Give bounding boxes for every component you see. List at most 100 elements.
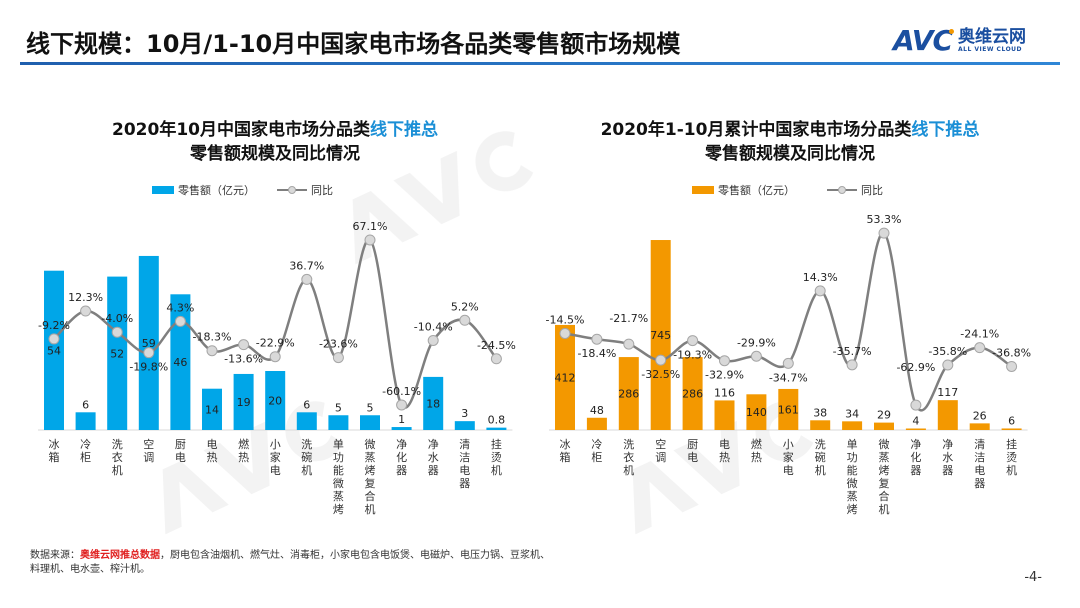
category-label: 单功能微蒸烤 bbox=[333, 438, 344, 516]
yoy-label: -62.9% bbox=[896, 361, 935, 374]
legend-bar-label: 零售额（亿元） bbox=[718, 184, 795, 197]
bar bbox=[586, 417, 607, 430]
bar-label: 5 bbox=[335, 401, 342, 414]
legend-line-label: 同比 bbox=[861, 184, 883, 197]
yoy-label: -35.8% bbox=[928, 345, 967, 358]
watermark-mark bbox=[162, 131, 814, 535]
bar-label: 4 bbox=[912, 415, 919, 428]
yoy-point bbox=[238, 339, 250, 351]
yoy-label: 53.3% bbox=[867, 213, 902, 226]
footnote-prefix: 数据来源： bbox=[30, 550, 80, 561]
bar-label: 140 bbox=[746, 406, 767, 419]
logo-cn: 奥维云网 bbox=[958, 27, 1026, 47]
bar bbox=[360, 415, 380, 430]
legend-bar-label: 零售额（亿元） bbox=[178, 184, 255, 197]
yoy-point bbox=[490, 353, 502, 365]
bar-label: 14 bbox=[205, 403, 219, 416]
logo-dot bbox=[949, 29, 954, 34]
bar bbox=[454, 421, 475, 430]
avc-logo: AVC 奥维云网 ALL VIEW CLOUD bbox=[893, 24, 1026, 57]
bar bbox=[296, 412, 317, 430]
yoy-label: -24.1% bbox=[960, 328, 999, 341]
bar bbox=[202, 388, 222, 430]
bar-label: 54 bbox=[47, 344, 61, 357]
bar-label: 412 bbox=[555, 371, 576, 384]
bar-label: 6 bbox=[303, 398, 310, 411]
bar bbox=[391, 427, 412, 430]
bar bbox=[874, 422, 894, 430]
yoy-label: -29.9% bbox=[737, 336, 776, 349]
category-label: 冰箱 bbox=[560, 438, 571, 464]
bar-label: 46 bbox=[173, 356, 187, 369]
footnote: 数据来源：奥维云网推总数据，厨电包含油烟机、燃气灶、消毒柜，小家电包含电饭煲、电… bbox=[30, 549, 550, 577]
yoy-point bbox=[942, 359, 954, 371]
category-label: 净水器 bbox=[428, 437, 439, 477]
bar bbox=[170, 294, 191, 430]
logo-en: ALL VIEW CLOUD bbox=[958, 46, 1023, 53]
bar-label: 286 bbox=[682, 388, 703, 401]
category-label: 冰箱 bbox=[49, 438, 60, 464]
yoy-point bbox=[687, 335, 699, 347]
bar bbox=[1001, 428, 1022, 430]
bar bbox=[486, 427, 507, 430]
yoy-point bbox=[332, 352, 344, 364]
yoy-label: -18.4% bbox=[577, 347, 616, 360]
category-label: 电热 bbox=[719, 438, 730, 464]
bar-label: 34 bbox=[845, 407, 859, 420]
legend-line-swatch bbox=[827, 186, 857, 194]
category-label: 小家电 bbox=[270, 438, 281, 477]
legend-bar-swatch bbox=[152, 186, 174, 194]
yoy-label: -23.6% bbox=[319, 338, 358, 351]
category-label: 微蒸烤复合机 bbox=[879, 437, 890, 516]
bar bbox=[714, 400, 735, 430]
yoy-label: -14.5% bbox=[546, 313, 585, 326]
category-label: 净化器 bbox=[910, 437, 921, 477]
bar-label: 6 bbox=[82, 398, 89, 411]
yoy-label: -9.2% bbox=[38, 319, 70, 332]
category-label: 挂烫机 bbox=[1006, 437, 1017, 477]
bar-label: 18 bbox=[426, 397, 440, 410]
bar-label: 52 bbox=[110, 347, 124, 360]
yoy-label: 12.3% bbox=[68, 291, 103, 304]
yoy-point bbox=[591, 333, 603, 345]
bar-label: 117 bbox=[937, 386, 958, 399]
title-highlight: 线下推总 bbox=[369, 120, 438, 140]
left-legend: 零售额（亿元） 同比 bbox=[152, 182, 333, 198]
legend-bar-swatch bbox=[692, 186, 714, 194]
yoy-point bbox=[459, 314, 471, 326]
category-label: 空调 bbox=[143, 437, 154, 464]
yoy-label: -32.9% bbox=[705, 369, 744, 382]
yoy-label: -19.3% bbox=[673, 349, 712, 362]
bar bbox=[746, 394, 767, 430]
bar bbox=[555, 324, 575, 430]
yoy-label: 67.1% bbox=[353, 220, 388, 233]
yoy-label: -34.7% bbox=[769, 371, 808, 384]
bar bbox=[265, 371, 286, 430]
category-label: 厨电 bbox=[175, 438, 186, 464]
yoy-point bbox=[80, 305, 92, 317]
bar-label: 116 bbox=[714, 386, 735, 399]
bar-label: 161 bbox=[778, 403, 799, 416]
left-chart-title: 2020年10月中国家电市场分品类线下推总 零售额规模及同比情况 bbox=[35, 118, 515, 166]
bar bbox=[778, 388, 799, 430]
page-title: 线下规模：10月/1-10月中国家电市场各品类零售额市场规模 bbox=[26, 30, 681, 58]
yoy-label: -36.8% bbox=[992, 346, 1031, 359]
bar-label: 29 bbox=[877, 409, 891, 422]
category-label: 厨电 bbox=[687, 438, 698, 464]
yoy-label: -10.4% bbox=[414, 320, 453, 333]
bar-label: 3 bbox=[461, 407, 468, 420]
title-line2: 零售额规模及同比情况 bbox=[190, 144, 360, 164]
bar-label: 286 bbox=[618, 388, 639, 401]
yoy-point bbox=[846, 359, 858, 371]
category-label: 冷柜 bbox=[80, 438, 91, 464]
category-label: 燃热 bbox=[751, 437, 762, 464]
bar bbox=[107, 276, 128, 430]
category-label: 洗碗机 bbox=[815, 438, 826, 477]
yoy-line bbox=[564, 231, 1013, 412]
yoy-point bbox=[974, 342, 986, 354]
yoy-label: -19.8% bbox=[129, 361, 168, 374]
bar bbox=[618, 357, 639, 430]
bar bbox=[905, 428, 926, 430]
title-highlight: 线下推总 bbox=[911, 120, 980, 140]
